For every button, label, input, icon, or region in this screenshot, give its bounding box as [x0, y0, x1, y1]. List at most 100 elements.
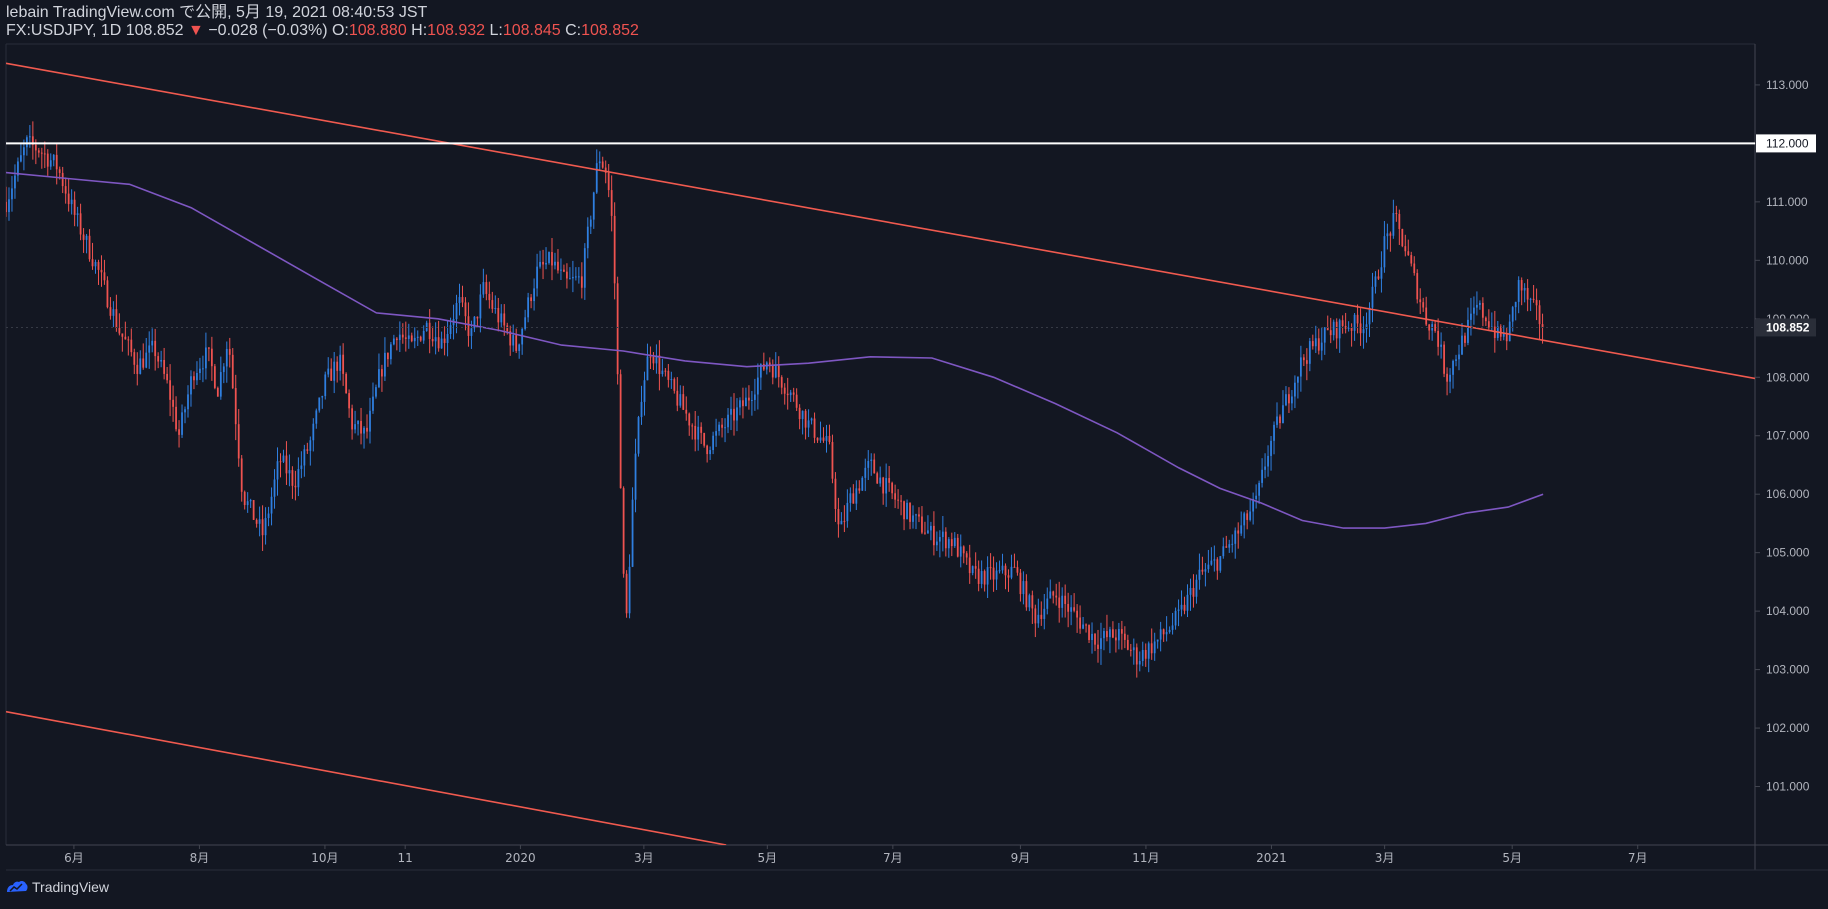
x-tick-label: 5月 — [758, 851, 778, 865]
candle-body — [1282, 405, 1284, 424]
y-tick-label: 113.000 — [1766, 78, 1809, 92]
candle-body — [616, 283, 619, 375]
candle-body — [816, 437, 819, 441]
candle-body — [577, 276, 580, 278]
candle-body — [1043, 608, 1046, 619]
y-tick-label: 106.000 — [1766, 487, 1810, 501]
candle-body — [1183, 604, 1186, 611]
candle-body — [1291, 396, 1293, 404]
candle-body — [768, 362, 771, 366]
candle-body — [554, 261, 556, 266]
candle-body — [712, 435, 715, 451]
candle-body — [915, 514, 917, 516]
time-axis[interactable]: 6月 8月 10月 11 2020 3月 5月 7月 9月 11月 2021 3月 5月 7月 — [64, 845, 1648, 865]
candle-body — [1499, 326, 1502, 337]
candle-body — [404, 337, 407, 339]
price-axis[interactable]: 101.000 102.000 103.000 104.000 105.000 106.0… — [1755, 78, 1816, 794]
candle-body — [1514, 301, 1517, 308]
candle-body — [384, 352, 386, 377]
candle-body — [157, 356, 160, 362]
candle-body — [184, 409, 186, 413]
candle-body — [780, 377, 783, 388]
candle-body — [1082, 624, 1084, 629]
candle-body — [1195, 579, 1198, 597]
candle-body — [449, 325, 452, 335]
candle-body — [998, 570, 1001, 572]
candle-body — [613, 215, 616, 284]
candle-body — [873, 459, 876, 474]
candle-body — [527, 297, 530, 318]
candle-body — [1168, 629, 1171, 633]
candle-body — [831, 441, 834, 479]
chart-frame — [5, 43, 1828, 871]
candle-body — [1344, 325, 1347, 329]
candle-body — [930, 525, 932, 531]
candle-body — [539, 261, 541, 267]
candle-body — [494, 308, 497, 310]
candle-body — [947, 539, 950, 549]
candle-body — [154, 340, 157, 357]
candle-body — [595, 163, 598, 193]
footer-brand[interactable]: TradingView — [6, 879, 109, 895]
y-tick-label: 104.000 — [1766, 604, 1810, 618]
candle-body — [867, 460, 870, 468]
candle-body — [1046, 598, 1049, 609]
candle-body — [521, 328, 524, 345]
candle-body — [410, 335, 413, 342]
candle-body — [983, 571, 986, 585]
candle-body — [968, 557, 971, 574]
candle-body — [121, 333, 124, 337]
candle-body — [548, 252, 550, 263]
open-value: 108.880 — [348, 22, 407, 39]
candle-body — [1347, 327, 1350, 329]
candle-body — [482, 282, 485, 295]
x-tick-label: 5月 — [1502, 851, 1522, 865]
candle-body — [1380, 267, 1383, 279]
candle-body — [106, 280, 109, 308]
candle-body — [11, 188, 13, 200]
candle-body — [855, 488, 858, 504]
candle-body — [348, 393, 351, 409]
candle-body — [619, 374, 622, 489]
candle-body — [1055, 595, 1058, 598]
candle-body — [661, 370, 664, 375]
candle-body — [1159, 629, 1162, 640]
candle-body — [879, 477, 882, 484]
candle-body — [133, 352, 136, 365]
candle-body — [1296, 376, 1299, 383]
candle-body — [989, 567, 992, 569]
candle-body — [557, 261, 559, 271]
candle-body — [694, 425, 697, 440]
y-tick-label: 110.000 — [1766, 253, 1809, 267]
candle-body — [822, 437, 825, 441]
candle-body — [753, 394, 756, 400]
candle-body — [1019, 572, 1022, 595]
candle-body — [258, 519, 261, 524]
candle-body — [530, 297, 533, 302]
candle-body — [234, 388, 237, 425]
candle-body — [1180, 604, 1183, 610]
x-tick-label: 11月 — [1132, 851, 1159, 865]
candle-body — [1174, 610, 1177, 626]
candle-body — [264, 518, 267, 536]
candle-body — [986, 567, 989, 585]
candle-body — [142, 358, 145, 368]
candle-body — [1487, 321, 1490, 328]
candle-body — [94, 262, 97, 267]
candle-body — [79, 213, 82, 235]
candle-body — [294, 485, 297, 488]
candle-body — [1541, 324, 1544, 328]
candle-body — [1222, 546, 1225, 557]
candle-body — [1031, 595, 1034, 609]
candle-body — [1452, 360, 1454, 375]
candle-body — [1147, 643, 1150, 659]
candle-body — [20, 155, 22, 162]
candle-body — [858, 488, 861, 491]
candle-body — [1371, 286, 1374, 308]
candle-body — [1416, 273, 1419, 300]
candle-body — [28, 136, 31, 138]
candle-body — [601, 161, 604, 168]
symbol-label[interactable]: FX:USDJPY, 1D 108.852 — [6, 22, 184, 39]
candle-body — [103, 272, 106, 281]
